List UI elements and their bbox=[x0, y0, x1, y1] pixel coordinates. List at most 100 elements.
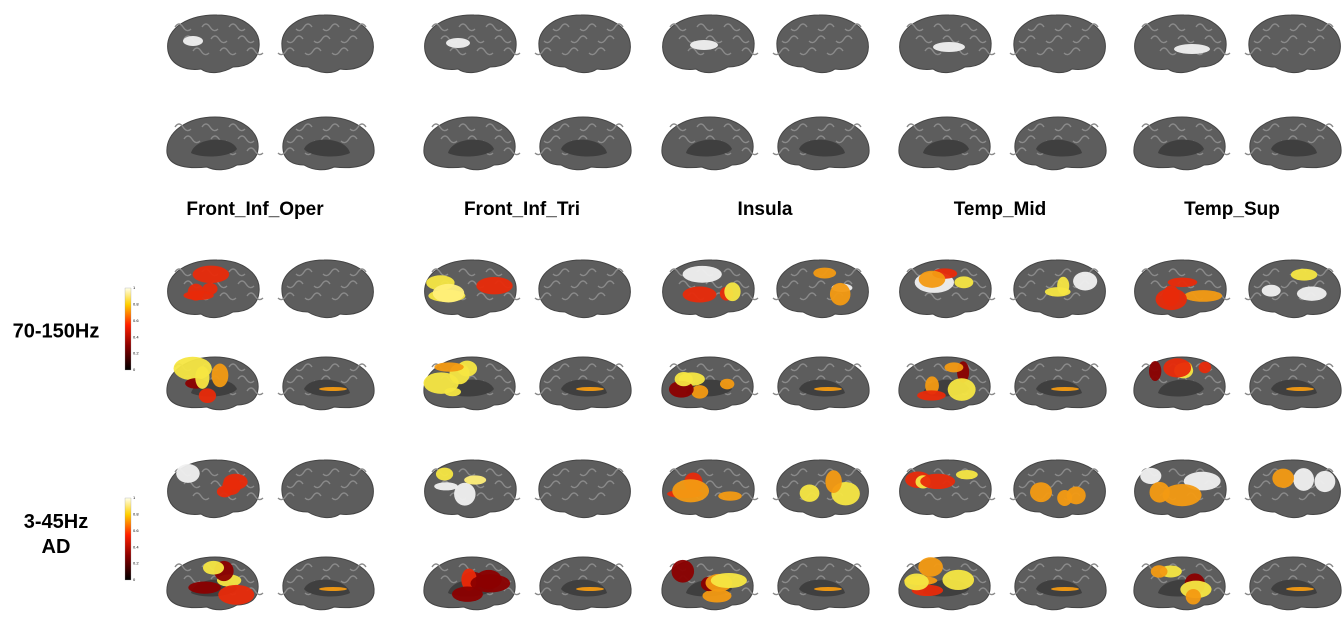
medial-wall bbox=[1271, 139, 1317, 157]
activation bbox=[1198, 361, 1212, 374]
sulcus bbox=[1018, 35, 1036, 44]
brain bbox=[1244, 556, 1342, 611]
activation bbox=[1149, 481, 1170, 503]
sulcus bbox=[1316, 563, 1334, 572]
sulcus bbox=[1063, 47, 1081, 56]
sulcus bbox=[978, 492, 996, 501]
sulcus bbox=[331, 292, 349, 301]
sulcus bbox=[951, 292, 969, 301]
activation bbox=[202, 560, 225, 575]
sulcus bbox=[449, 47, 467, 56]
sulcus bbox=[714, 47, 732, 56]
sulcus bbox=[1159, 47, 1177, 56]
sulcus bbox=[1213, 47, 1231, 56]
brain bbox=[1133, 116, 1231, 171]
activation bbox=[719, 378, 735, 390]
sulcus bbox=[579, 563, 597, 572]
brain bbox=[534, 459, 631, 519]
sulcus bbox=[295, 468, 313, 477]
sulcus bbox=[772, 492, 790, 501]
sulcus bbox=[1054, 268, 1072, 277]
sulcus bbox=[579, 468, 597, 477]
sulcus bbox=[561, 292, 579, 301]
sulcus bbox=[1213, 492, 1231, 501]
sulcus bbox=[844, 123, 862, 132]
sulcus bbox=[1289, 23, 1307, 32]
brain bbox=[277, 556, 375, 611]
colorbar-tick-label: 1 bbox=[133, 495, 136, 500]
brain bbox=[277, 356, 375, 411]
sulcus bbox=[606, 123, 624, 132]
sulcus bbox=[1244, 47, 1262, 56]
sulcus bbox=[431, 268, 449, 277]
sulcus bbox=[313, 280, 331, 289]
brain bbox=[534, 116, 632, 171]
sulcus bbox=[237, 135, 255, 144]
sulcus bbox=[534, 147, 552, 156]
sulcus bbox=[696, 23, 714, 32]
sulcus bbox=[781, 575, 799, 584]
sulcus bbox=[340, 135, 358, 144]
sulcus bbox=[340, 480, 358, 489]
sulcus bbox=[669, 363, 687, 372]
sulcus bbox=[799, 47, 817, 56]
sulcus bbox=[606, 23, 624, 32]
sulcus bbox=[790, 468, 808, 477]
brain-surface bbox=[776, 14, 869, 74]
sulcus bbox=[1009, 387, 1027, 396]
activation bbox=[211, 363, 229, 388]
activation bbox=[947, 378, 976, 401]
sulcus bbox=[295, 123, 313, 132]
sulcus bbox=[1027, 23, 1045, 32]
sulcus bbox=[349, 268, 367, 277]
sulcus bbox=[1054, 363, 1072, 372]
activation bbox=[920, 473, 956, 490]
sulcus bbox=[561, 47, 579, 56]
sulcus bbox=[277, 147, 295, 156]
column-label: Temp_Sup bbox=[1184, 199, 1280, 220]
brain-surface bbox=[538, 459, 631, 519]
sulcus bbox=[741, 292, 759, 301]
sulcus bbox=[817, 563, 835, 572]
brain bbox=[772, 556, 870, 611]
colorbar-tick-label: 0.2 bbox=[133, 561, 139, 566]
medial-wall bbox=[686, 139, 732, 157]
activation bbox=[435, 467, 454, 481]
sulcus bbox=[1204, 375, 1222, 384]
sulcus bbox=[503, 387, 521, 396]
column-label: Insula bbox=[738, 199, 793, 220]
sulcus bbox=[174, 268, 192, 277]
brain-surface bbox=[167, 14, 260, 74]
sulcus bbox=[1009, 587, 1027, 596]
sulcus bbox=[1045, 35, 1063, 44]
sulcus bbox=[322, 123, 340, 132]
medial-wall bbox=[304, 139, 350, 157]
sulcus bbox=[781, 480, 799, 489]
sulcus bbox=[1195, 563, 1213, 572]
brain bbox=[1133, 556, 1231, 611]
brain-surface bbox=[424, 14, 517, 74]
sulcus bbox=[201, 23, 219, 32]
brain bbox=[167, 259, 264, 319]
activation bbox=[1057, 276, 1070, 295]
sulcus bbox=[1213, 147, 1231, 156]
sulcus bbox=[723, 123, 741, 132]
sulcus bbox=[915, 135, 933, 144]
brain bbox=[277, 14, 374, 74]
sulcus bbox=[228, 123, 246, 132]
sulcus bbox=[732, 280, 750, 289]
sulcus bbox=[340, 375, 358, 384]
brain bbox=[1134, 259, 1231, 319]
sulcus bbox=[295, 268, 313, 277]
sulcus bbox=[741, 587, 759, 596]
sulcus bbox=[1063, 292, 1081, 301]
brain bbox=[277, 116, 375, 171]
sulcus bbox=[669, 123, 687, 132]
activation bbox=[813, 267, 837, 279]
brain bbox=[899, 259, 996, 319]
sulcus bbox=[552, 563, 570, 572]
sulcus bbox=[286, 375, 304, 384]
sulcus bbox=[924, 47, 942, 56]
activation bbox=[223, 473, 248, 490]
sulcus bbox=[723, 268, 741, 277]
